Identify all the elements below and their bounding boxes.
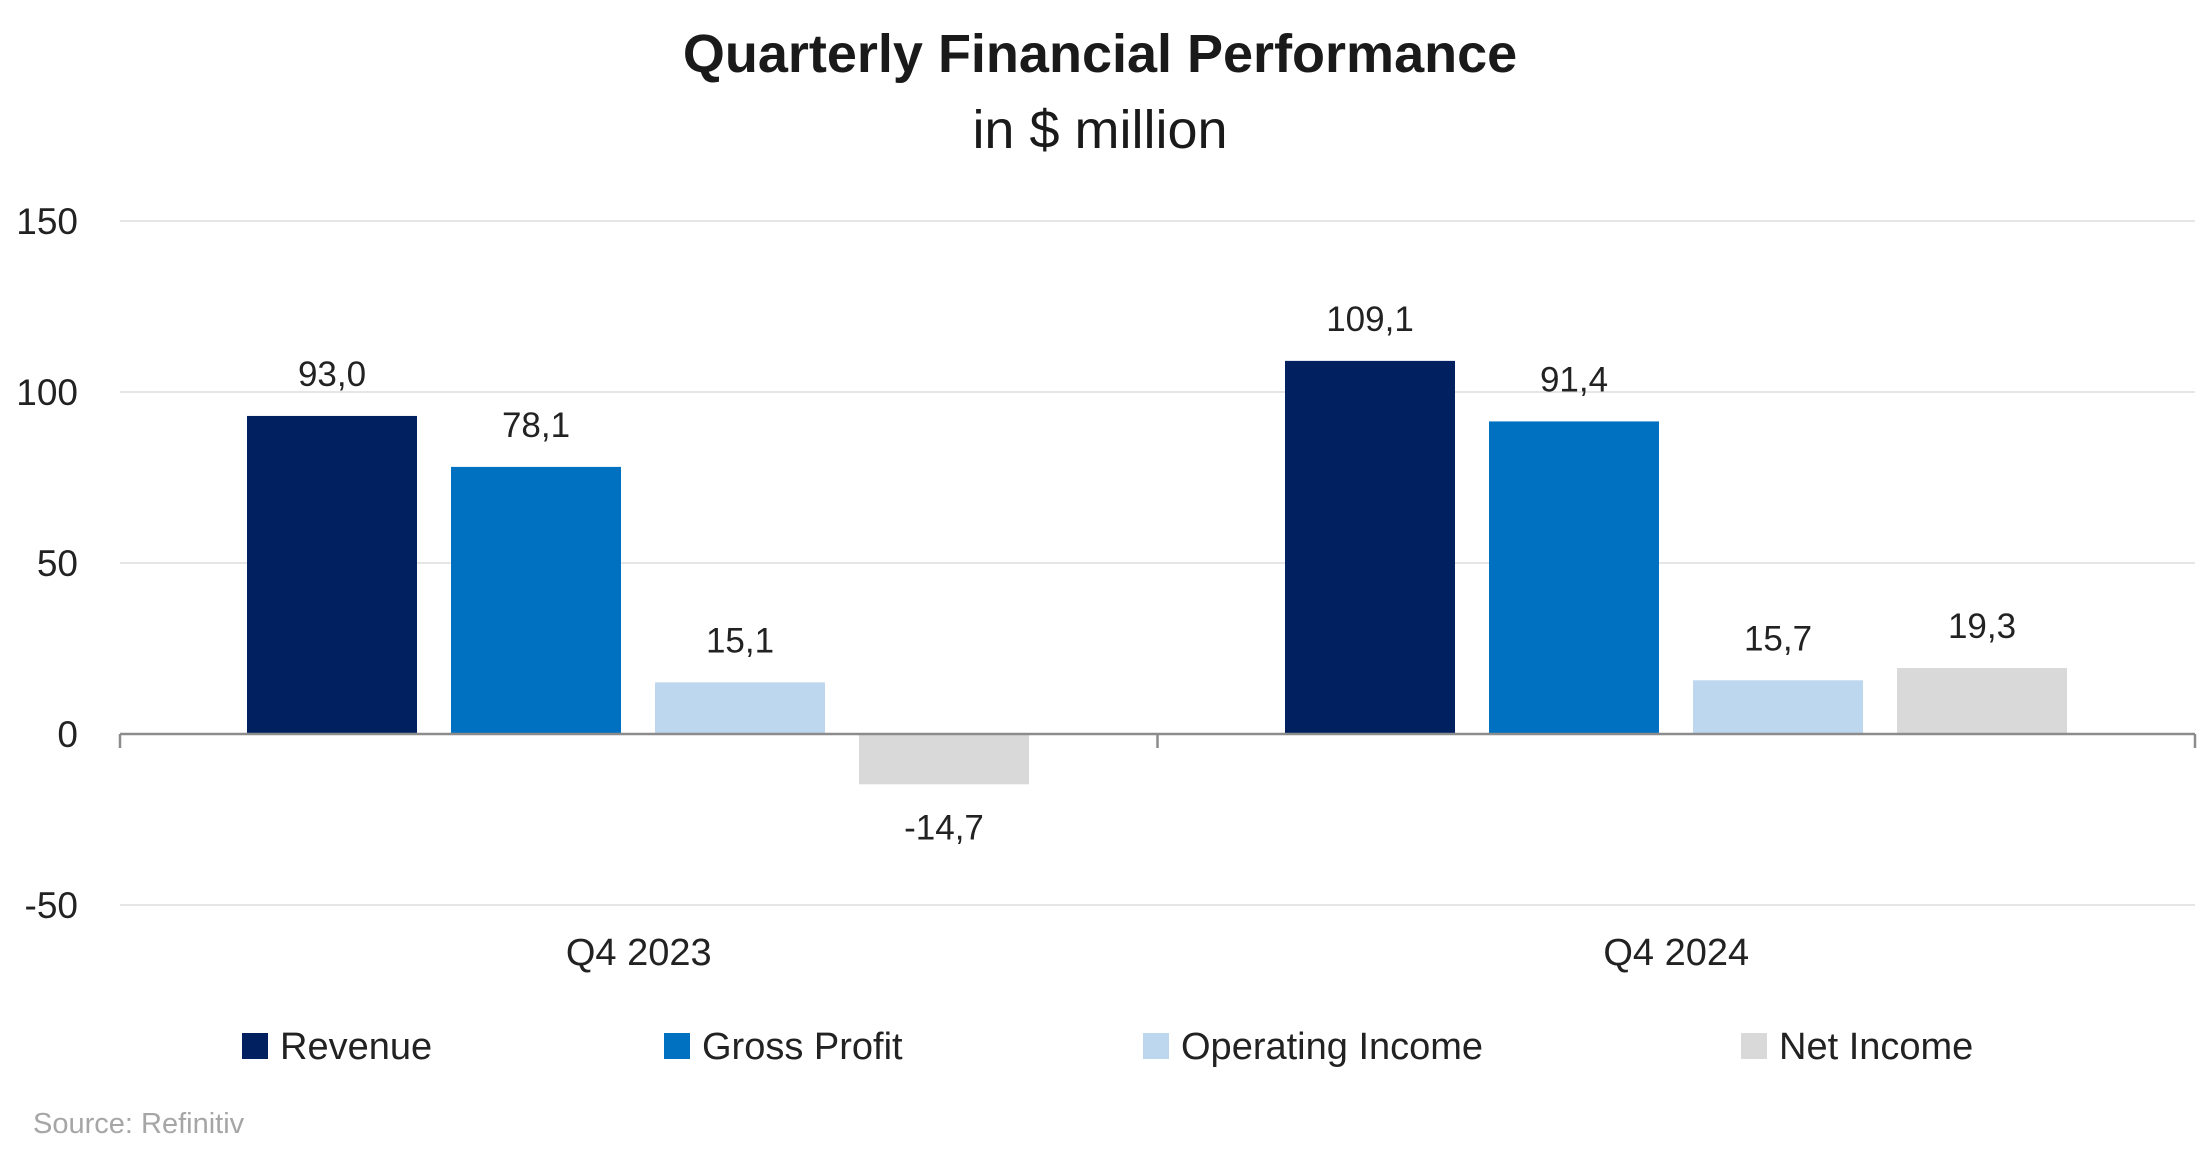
category-label: Q4 2023 — [566, 932, 712, 974]
gridlines — [120, 220, 2195, 906]
data-label: 91,4 — [1540, 360, 1608, 399]
legend-label: Gross Profit — [702, 1026, 903, 1068]
data-label: 109,1 — [1326, 300, 1414, 339]
y-tick-label: 150 — [16, 201, 78, 242]
legend-label: Operating Income — [1181, 1026, 1483, 1068]
y-tick-label: 100 — [16, 372, 78, 413]
legend-swatch — [664, 1033, 690, 1059]
bar — [655, 682, 825, 734]
y-tick-label: -50 — [25, 885, 78, 926]
data-label: 15,1 — [706, 621, 774, 660]
legend-swatch — [242, 1033, 268, 1059]
legend-swatch — [1741, 1033, 1767, 1059]
data-label: 93,0 — [298, 355, 366, 394]
bar — [451, 466, 621, 734]
category-label: Q4 2024 — [1603, 932, 1749, 974]
y-tick-label: 0 — [57, 714, 78, 755]
bar — [1285, 360, 1455, 734]
source-note: Source: Refinitiv — [33, 1108, 245, 1140]
data-label: -14,7 — [904, 808, 984, 847]
legend-swatch — [1143, 1033, 1169, 1059]
data-labels: 93,0 78,1 15,1 -14,7 109,1 91,4 15,7 19,3 — [298, 300, 2016, 847]
legend-label: Net Income — [1779, 1026, 1973, 1068]
y-axis-ticks: -50 0 50 100 150 — [16, 201, 78, 926]
data-label: 15,7 — [1744, 619, 1812, 658]
chart-title: Quarterly Financial Performance — [683, 24, 1517, 84]
data-label: 19,3 — [1948, 607, 2016, 646]
bar — [247, 415, 417, 734]
chart-subtitle: in $ million — [972, 100, 1227, 160]
bar — [1489, 421, 1659, 734]
bars — [247, 360, 2067, 785]
y-tick-label: 50 — [37, 543, 78, 584]
x-axis — [118, 732, 2197, 748]
bar — [1693, 680, 1863, 734]
bar — [1897, 667, 2067, 734]
legend: Revenue Gross Profit Operating Income Net I… — [242, 1026, 1973, 1068]
data-label: 78,1 — [502, 406, 570, 445]
x-axis-categories: Q4 2023 Q4 2024 — [566, 932, 1749, 974]
bar — [859, 734, 1029, 785]
legend-label: Revenue — [280, 1026, 432, 1068]
